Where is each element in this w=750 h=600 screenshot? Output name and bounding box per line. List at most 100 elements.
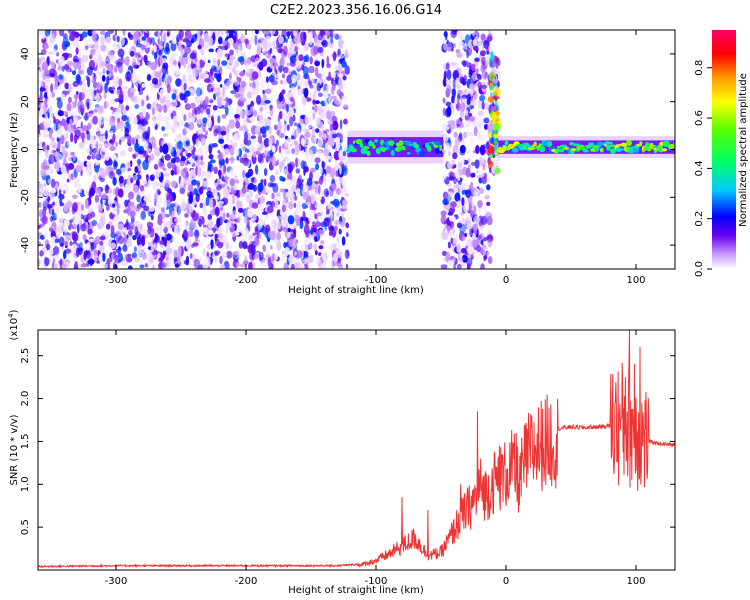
heatmap-cell [162,167,166,172]
heatmap-cell [230,90,237,95]
heatmap-cell [191,243,195,248]
heatmap-cell [344,48,348,59]
heatmap-cell [267,205,274,214]
heatmap-cell [72,62,80,69]
heatmap-cell [75,47,79,55]
heatmap-cell [207,163,214,173]
heatmap-cell [452,70,459,80]
heatmap-cell [314,204,319,208]
heatmap-cell [289,116,294,127]
heatmap-cell [57,141,61,150]
heatmap-cell [321,39,328,48]
heatmap-cell [475,145,480,154]
heatmap-cell [254,35,258,46]
heatmap-cell [104,100,107,110]
heatmap-cell [483,40,490,49]
heatmap-cell [488,66,493,74]
heatmap-cell [154,147,161,157]
heatmap-cell [38,127,41,135]
heatmap-cell [453,88,456,98]
heatmap-x-ticks: -300 -200 -100 0 100 [105,30,646,286]
heatmap-cell [279,111,283,119]
heatmap-cell [336,89,342,96]
heatmap-cell [247,182,255,190]
heatmap-cell [221,252,228,258]
heatmap-cell [128,34,133,38]
heatmap-cell [283,242,287,249]
heatmap-cell [205,171,212,180]
heatmap-cell [268,125,272,136]
x-tick-label: -300 [105,275,128,286]
heatmap-cell [443,133,449,142]
heatmap-cell [78,92,85,101]
heatmap-cell [132,174,138,182]
heatmap-cell [39,223,44,228]
heatmap-cell [208,154,214,160]
heatmap-cell [234,92,241,99]
heatmap-cell [55,211,60,219]
heatmap-cell [136,236,142,247]
heatmap-cell [447,151,451,157]
heatmap-cell [83,160,88,167]
heatmap-cell [70,255,77,263]
heatmap-band-cell [620,142,628,147]
heatmap-cell [214,206,220,216]
heatmap-cell [217,58,221,66]
heatmap-cell [105,185,110,191]
heatmap-cell [151,264,155,269]
heatmap-cell [54,168,60,173]
heatmap-cell [293,228,297,239]
heatmap-cell [342,75,347,81]
heatmap-cell [305,139,310,145]
heatmap-cell [230,184,237,195]
heatmap-cell [216,73,222,83]
heatmap-cell [343,227,348,232]
heatmap-cell [197,146,204,157]
heatmap-cell [459,76,465,84]
heatmap-cell [231,56,236,60]
heatmap-cell [477,40,483,47]
heatmap-cell [259,228,265,232]
heatmap-cell [286,62,290,67]
heatmap-cell [83,250,87,261]
heatmap-cell [479,145,486,156]
heatmap-cell [163,32,167,42]
heatmap-cell [155,71,162,78]
heatmap-cell [143,205,150,212]
heatmap-cell [102,217,107,226]
heatmap-cell [94,40,99,51]
heatmap-cell [207,229,214,235]
heatmap-cell [183,60,187,69]
heatmap-cell [54,161,61,171]
heatmap-cell [285,156,290,163]
heatmap-cell [235,120,241,129]
heatmap-cell [172,122,179,132]
heatmap-cell [262,39,268,49]
heatmap-cell [80,132,86,140]
heatmap-cell [343,118,348,125]
heatmap-cell [230,243,233,250]
heatmap-cell [67,149,72,160]
heatmap-cell [207,36,214,46]
heatmap-cell [246,91,253,99]
heatmap-cell [94,186,101,195]
heatmap-cell [147,156,152,164]
heatmap-cell [493,140,499,145]
heatmap-cell [56,181,59,190]
heatmap-cell [293,202,297,208]
heatmap-cell [457,180,462,185]
heatmap-cell [223,148,230,155]
heatmap-cell [323,188,330,198]
heatmap-cell [309,84,314,89]
heatmap-cell [440,210,447,217]
heatmap-cell [210,159,216,164]
heatmap-cell [213,93,216,101]
heatmap-cell [94,194,100,204]
heatmap-cell [318,103,322,108]
heatmap-cell [54,119,60,124]
heatmap-cell [228,105,234,111]
heatmap-cell [175,65,180,76]
heatmap-cell [105,36,112,44]
heatmap-cell [196,120,202,125]
heatmap-cell [327,217,332,222]
